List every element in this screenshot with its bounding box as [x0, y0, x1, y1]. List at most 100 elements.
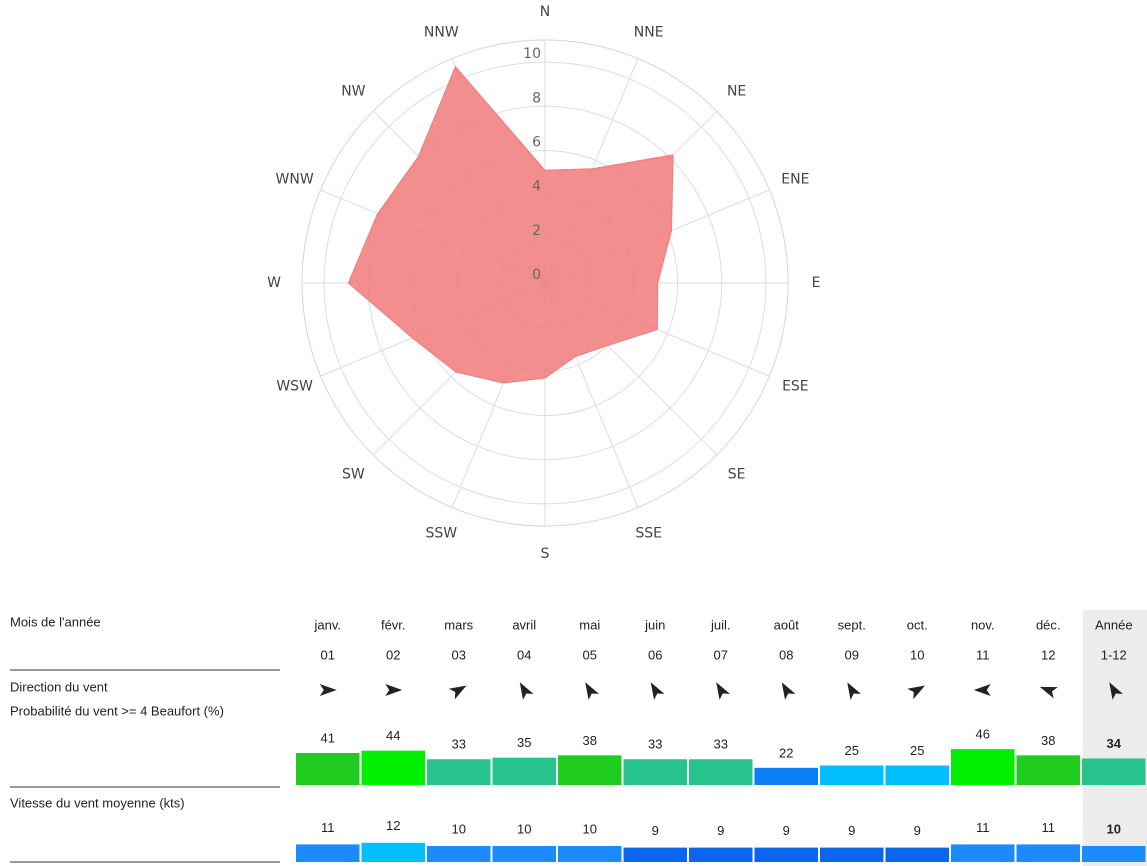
direction-label: SSE	[635, 525, 662, 541]
r-tick-label: 6	[532, 134, 541, 150]
wind-arrow	[585, 682, 599, 700]
direction-label: N	[540, 4, 550, 20]
month-number: 10	[910, 647, 924, 662]
row-label: Probabilité du vent >= 4 Beaufort (%)	[10, 703, 224, 718]
speed-bar	[361, 842, 425, 862]
direction-label: NNE	[634, 25, 664, 41]
month-number: 03	[452, 647, 466, 662]
month-number: 08	[779, 647, 793, 662]
r-tick-label: 10	[523, 46, 541, 62]
month-label: août	[774, 617, 800, 632]
speed-value: 11	[1042, 820, 1056, 835]
month-number: 04	[517, 647, 531, 662]
month-label: juil.	[710, 617, 731, 632]
speed-bar	[1016, 844, 1080, 862]
row-label: Vitesse du vent moyenne (kts)	[10, 795, 185, 810]
speed-bar	[427, 846, 491, 862]
direction-label: W	[267, 275, 281, 291]
month-label: déc.	[1036, 617, 1061, 632]
speed-value: 9	[914, 823, 921, 838]
wind-arrow	[781, 682, 796, 700]
probability-value: 46	[976, 727, 990, 742]
row-header: Mois de l'année	[10, 614, 101, 629]
speed-bar	[492, 846, 556, 862]
probability-value: 34	[1107, 736, 1122, 751]
probability-value: 22	[779, 745, 793, 760]
probability-bar	[951, 749, 1015, 785]
speed-bar	[885, 847, 949, 862]
probability-bar	[296, 753, 360, 785]
direction-label: SE	[728, 467, 746, 483]
speed-bar	[820, 847, 884, 862]
month-label: Année	[1095, 617, 1133, 632]
radar-area	[347, 65, 674, 384]
direction-label: NNW	[424, 25, 459, 41]
month-label: sept.	[838, 617, 866, 632]
month-label: oct.	[907, 617, 928, 632]
month-number: 02	[386, 647, 400, 662]
probability-value: 44	[386, 728, 400, 743]
direction-label: S	[541, 546, 550, 562]
speed-value: 10	[1107, 821, 1121, 836]
probability-bar	[689, 759, 753, 785]
probability-value: 25	[910, 743, 924, 758]
speed-bar	[558, 846, 622, 862]
speed-bar	[296, 844, 360, 862]
probability-bar	[820, 765, 884, 785]
month-label: févr.	[381, 617, 406, 632]
probability-bar	[885, 765, 949, 785]
probability-bar	[427, 759, 491, 785]
probability-value: 38	[583, 733, 597, 748]
direction-label: NE	[727, 83, 746, 99]
probability-bar	[492, 757, 556, 785]
month-number: 11	[976, 647, 990, 662]
month-label: avril	[512, 617, 536, 632]
r-tick-label: 8	[532, 90, 541, 106]
wind-arrow	[319, 684, 337, 696]
probability-value: 33	[714, 737, 728, 752]
speed-value: 10	[583, 821, 597, 836]
speed-bar	[951, 844, 1015, 862]
speed-value: 10	[517, 821, 531, 836]
direction-label: WNW	[276, 171, 314, 187]
wind-arrow	[519, 682, 534, 700]
speed-value: 10	[452, 821, 466, 836]
month-number: 1-12	[1101, 647, 1127, 662]
speed-bar	[623, 847, 687, 862]
wind-arrow	[716, 682, 730, 700]
direction-label: WSW	[276, 379, 313, 395]
speed-value: 9	[783, 823, 790, 838]
wind-arrow	[650, 682, 665, 700]
probability-bar	[1016, 755, 1080, 785]
month-number: 09	[845, 647, 859, 662]
wind-arrow	[847, 682, 861, 700]
year-column-bg	[1083, 610, 1147, 866]
probability-bar	[623, 759, 687, 785]
wind-arrow	[385, 684, 403, 696]
probability-value: 41	[321, 730, 335, 745]
direction-label: SSW	[425, 525, 457, 541]
probability-value: 33	[452, 737, 466, 752]
wind-arrow	[448, 685, 467, 700]
wind-arrow	[1039, 686, 1058, 699]
r-tick-label: 0	[532, 267, 541, 283]
r-tick-label: 2	[532, 223, 541, 239]
probability-value: 38	[1041, 733, 1055, 748]
direction-label: E	[812, 275, 821, 291]
direction-label: ESE	[782, 379, 809, 395]
probability-value: 33	[648, 737, 662, 752]
speed-value: 11	[976, 820, 990, 835]
month-label: mai	[579, 617, 600, 632]
month-number: 06	[648, 647, 662, 662]
month-number: 07	[714, 647, 728, 662]
wind-arrow	[973, 684, 991, 696]
speed-bar	[754, 847, 818, 862]
probability-value: 35	[517, 735, 531, 750]
month-number: 01	[321, 647, 335, 662]
probability-bar	[361, 750, 425, 785]
r-tick-label: 4	[532, 179, 541, 195]
speed-value: 9	[717, 823, 724, 838]
speed-value: 9	[652, 823, 659, 838]
probability-value: 25	[845, 743, 859, 758]
